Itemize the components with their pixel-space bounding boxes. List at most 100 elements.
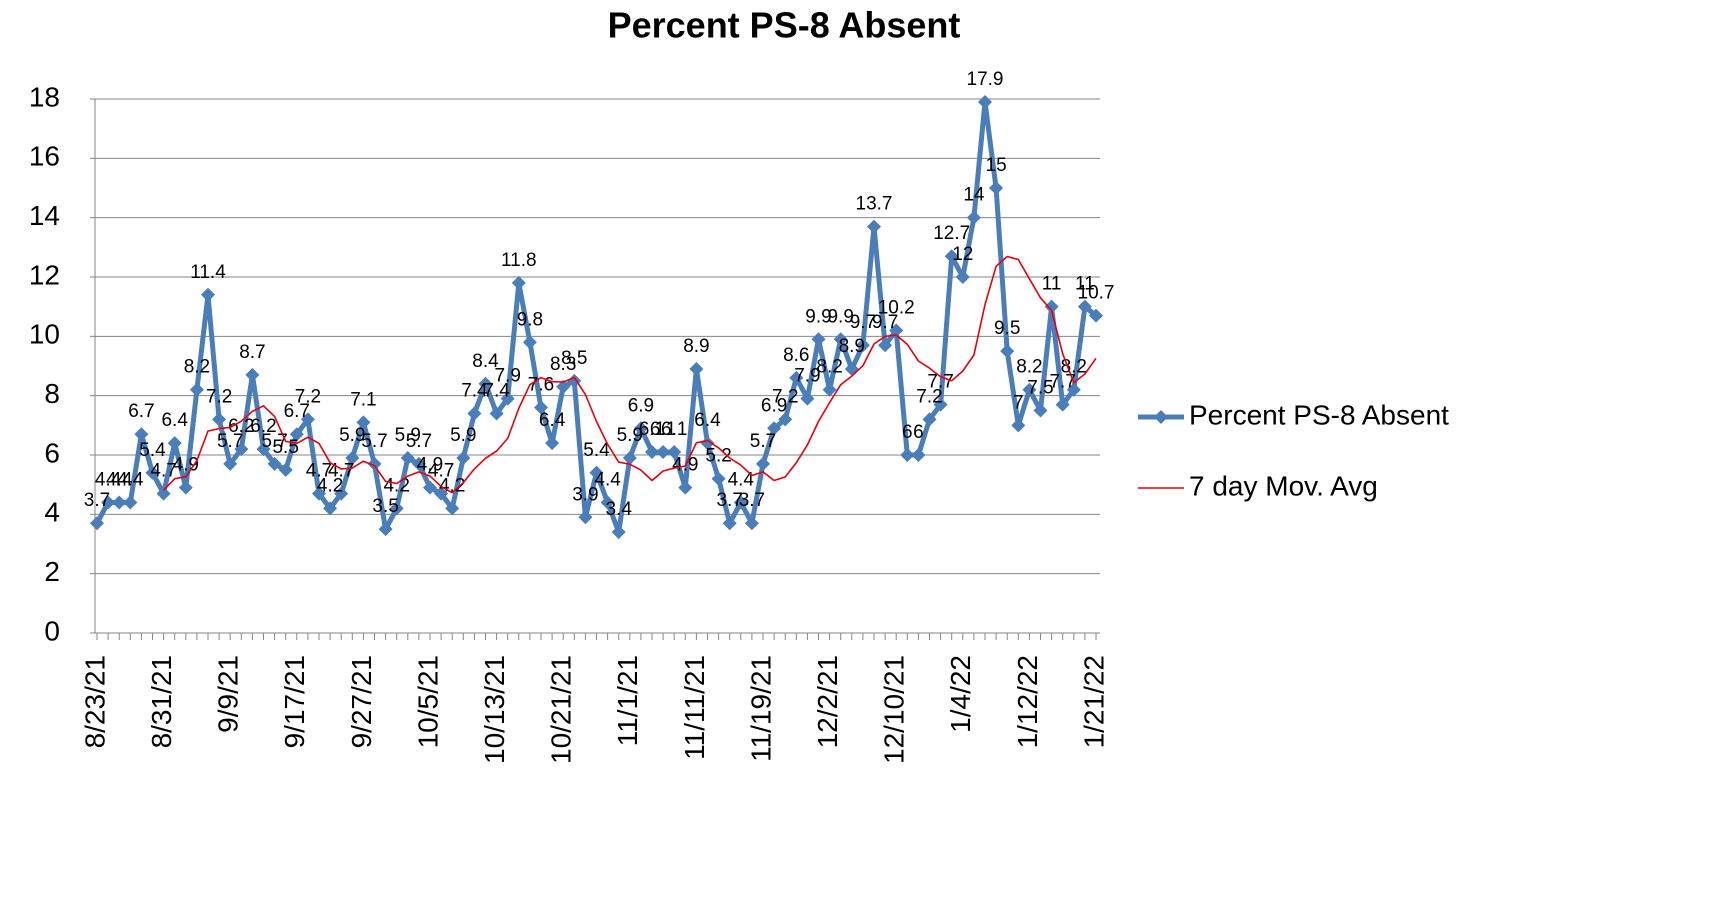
data-label: 5.2: [705, 446, 731, 467]
data-label: 4.7: [150, 461, 176, 482]
data-label: 10.2: [878, 297, 915, 318]
data-label: 7.1: [350, 389, 376, 410]
data-label: 3.5: [372, 496, 398, 517]
marker: [445, 501, 460, 516]
data-label: 5.7: [261, 431, 287, 452]
marker: [378, 522, 393, 537]
marker: [212, 412, 227, 427]
marker: [722, 516, 737, 531]
x-tick-label: 8/23/21: [79, 655, 110, 748]
marker: [944, 249, 959, 264]
data-label: 5.7: [217, 431, 243, 452]
data-label: 6.4: [161, 410, 188, 431]
marker: [822, 382, 837, 397]
data-label: 11.4: [190, 262, 226, 283]
marker: [323, 501, 338, 516]
data-label: 4.4: [106, 469, 133, 490]
y-tick-label: 12: [29, 259, 60, 290]
marker: [600, 495, 615, 510]
y-tick-label: 6: [44, 437, 60, 468]
marker: [178, 480, 193, 495]
marker: [800, 391, 815, 406]
marker: [966, 210, 981, 225]
data-label: 9.7: [850, 312, 876, 333]
data-label: 7.9: [794, 366, 820, 387]
data-label: 6.1: [639, 419, 665, 440]
marker: [400, 450, 415, 465]
data-label: 7.5: [1027, 378, 1053, 399]
marker: [256, 442, 271, 457]
data-label: 8.7: [239, 342, 265, 363]
marker: [500, 391, 515, 406]
data-label: 4.4: [728, 469, 755, 490]
data-label: 4.2: [317, 475, 343, 496]
marker: [733, 495, 748, 510]
data-label: 6.1: [661, 419, 687, 440]
marker: [811, 332, 826, 347]
data-label: 5.4: [583, 440, 610, 461]
marker: [744, 516, 759, 531]
y-tick-label: 8: [44, 378, 60, 409]
marker: [101, 495, 116, 510]
legend-marker: [1154, 410, 1168, 424]
data-label: 5.4: [139, 440, 166, 461]
data-label: 8.3: [550, 354, 576, 375]
marker: [423, 480, 437, 495]
y-tick-label: 14: [29, 200, 60, 231]
y-tick-label: 0: [44, 615, 60, 646]
y-tick-label: 16: [29, 141, 60, 172]
y-tick-label: 2: [44, 556, 60, 587]
marker: [300, 412, 315, 427]
data-label: 5.9: [450, 425, 476, 446]
marker: [156, 486, 171, 501]
marker: [633, 421, 648, 436]
data-label: 5.7: [750, 431, 776, 452]
x-tick-label: 8/31/21: [146, 655, 177, 748]
data-label: 8.2: [1061, 357, 1087, 378]
x-tick-label: 9/27/21: [346, 655, 377, 748]
data-label: 7.4: [461, 380, 488, 401]
x-tick-label: 10/5/21: [412, 655, 443, 748]
marker: [700, 436, 715, 451]
data-label: 6.4: [539, 410, 566, 431]
marker: [789, 370, 804, 385]
data-label: 8.4: [472, 351, 499, 372]
data-label: 6.7: [284, 401, 310, 422]
data-label: 4.7: [306, 461, 332, 482]
data-label: 15: [986, 155, 1007, 176]
marker: [911, 448, 926, 462]
marker: [467, 406, 482, 421]
data-label: 6: [913, 422, 924, 443]
y-tick-label: 18: [29, 81, 60, 112]
data-label: 7.4: [483, 380, 510, 401]
x-tick-label: 9/9/21: [213, 655, 244, 733]
x-tick-label: 12/2/21: [812, 655, 843, 748]
marker: [1089, 308, 1103, 323]
data-label: 4.4: [594, 469, 621, 490]
marker: [1033, 403, 1048, 418]
marker: [356, 415, 371, 430]
data-label: 8.9: [683, 336, 709, 357]
x-tick-label: 1/21/22: [1078, 655, 1109, 748]
marker: [367, 456, 382, 471]
data-label: 4.9: [417, 455, 443, 476]
data-label: 11: [1075, 274, 1095, 295]
marker: [201, 287, 215, 302]
marker: [667, 445, 682, 460]
data-label: 5.9: [339, 425, 365, 446]
marker: [1044, 299, 1059, 314]
data-label: 4.7: [428, 461, 454, 482]
legend-label: Percent PS-8 Absent: [1189, 399, 1449, 430]
marker: [1066, 382, 1081, 397]
marker: [556, 379, 571, 394]
data-label: 9.7: [872, 312, 898, 333]
marker: [855, 338, 870, 353]
data-label: 9.8: [517, 309, 543, 330]
x-tick-label: 1/12/22: [1012, 655, 1043, 748]
marker: [867, 219, 881, 234]
data-label: 12: [952, 244, 973, 265]
legend-label: 7 day Mov. Avg: [1189, 470, 1378, 501]
marker: [334, 486, 349, 501]
marker: [278, 462, 293, 477]
series-line: [163, 255, 1097, 494]
